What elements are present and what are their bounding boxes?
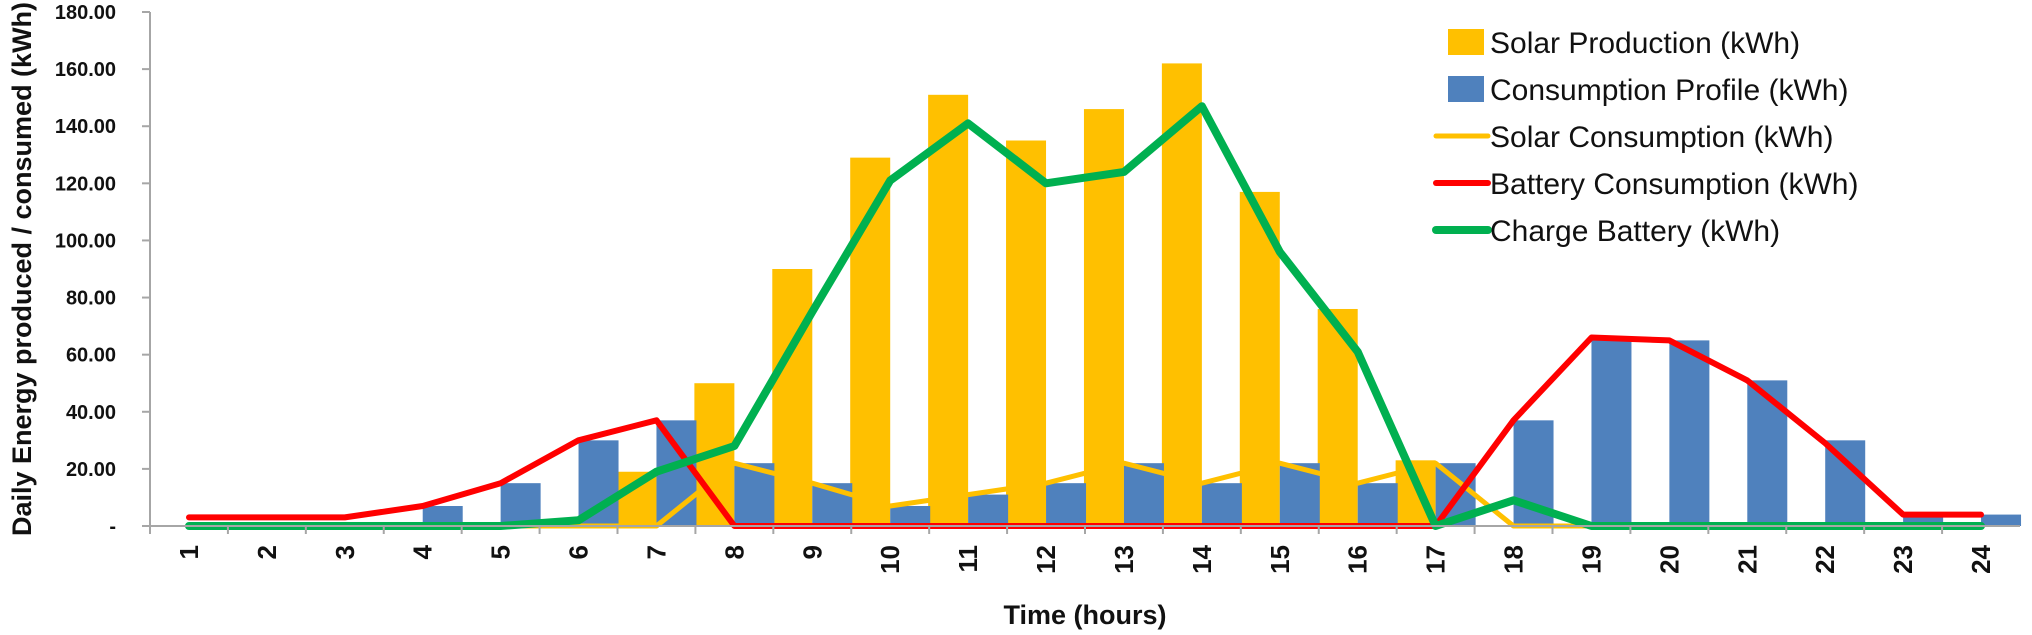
y-tick-label: 100.00 (55, 230, 116, 252)
bar-consumption-profile-24 (1981, 514, 2022, 526)
x-tick-label-10: 10 (875, 545, 905, 574)
bar-solar-production-11 (928, 94, 969, 527)
y-tick-label: 80.00 (66, 288, 116, 310)
y-tick-label: - (109, 516, 116, 538)
bar-consumption-profile-10 (890, 506, 931, 526)
legend-label: Battery Consumption (kWh) (1490, 168, 1858, 201)
x-tick-label-15: 15 (1265, 545, 1295, 574)
bar-consumption-profile-12 (1046, 483, 1087, 526)
bar-consumption-profile-19 (1591, 337, 1632, 526)
y-tick-label: 40.00 (66, 402, 116, 424)
x-tick-label-14: 14 (1187, 544, 1217, 573)
x-tick-label-11: 11 (953, 545, 983, 573)
x-tick-label-9: 9 (797, 545, 827, 559)
y-tick-label: 120.00 (55, 173, 116, 195)
x-tick-label-6: 6 (564, 545, 594, 559)
x-tick-label-7: 7 (641, 545, 671, 559)
y-tick-label: 140.00 (55, 116, 116, 138)
x-tick-label-4: 4 (408, 544, 438, 559)
legend-label: Solar Production (kWh) (1490, 27, 1800, 60)
x-tick-label-2: 2 (252, 545, 282, 559)
legend-label: Solar Consumption (kWh) (1490, 121, 1833, 154)
legend: Solar Production (kWh) Consumption Profil… (1432, 27, 1858, 248)
bar-solar-production-9 (772, 269, 813, 526)
bars-layer (188, 63, 2022, 527)
x-tick-label-21: 21 (1732, 545, 1762, 574)
y-tick-label: 180.00 (55, 2, 116, 24)
x-tick-label-5: 5 (486, 545, 516, 559)
x-tick-label-24: 24 (1966, 544, 1996, 573)
x-tick-label-17: 17 (1421, 545, 1451, 574)
x-tick-label-13: 13 (1109, 545, 1139, 574)
legend-swatch (1448, 76, 1484, 102)
bar-consumption-profile-21 (1747, 380, 1788, 526)
axes-layer: - 20.00 40.00 60.00 80.00 100.00 120.00 140.00 1… (55, 2, 2020, 574)
legend-charge-battery: Charge Battery (kWh) (1432, 215, 1780, 248)
x-tick-label-3: 3 (330, 545, 360, 559)
x-tick-label-19: 19 (1576, 545, 1606, 574)
bar-solar-production-12 (1006, 140, 1047, 526)
x-axis-label: Time (hours) (1003, 600, 1166, 630)
x-tick-label-8: 8 (719, 545, 749, 559)
x-tick-label-1: 1 (174, 545, 204, 559)
x-tick-label-18: 18 (1499, 545, 1529, 574)
bar-consumption-profile-4 (422, 506, 463, 526)
y-tick-label: 160.00 (55, 59, 116, 81)
bar-consumption-profile-16 (1357, 483, 1398, 526)
legend-label: Consumption Profile (kWh) (1490, 74, 1848, 107)
legend-solar-production: Solar Production (kWh) (1448, 27, 1800, 60)
x-tick-label-12: 12 (1031, 545, 1061, 574)
x-tick-label-22: 22 (1810, 545, 1840, 574)
bar-consumption-profile-14 (1201, 483, 1242, 526)
bar-consumption-profile-20 (1669, 340, 1710, 526)
y-tick-label: 60.00 (66, 345, 116, 367)
bar-solar-production-14 (1161, 63, 1202, 527)
legend-solar-consumption: Solar Consumption (kWh) (1433, 121, 1833, 154)
bar-consumption-profile-23 (1903, 514, 1944, 526)
y-tick-label: 20.00 (66, 459, 116, 481)
bar-consumption-profile-11 (968, 494, 1009, 526)
y-axis-label: Daily Energy produced / consumed (kWh) (7, 2, 37, 536)
bar-consumption-profile-22 (1825, 440, 1866, 526)
x-tick-label-16: 16 (1343, 545, 1373, 574)
legend-swatch (1448, 29, 1484, 55)
legend-battery-consumption: Battery Consumption (kWh) (1433, 168, 1858, 201)
x-tick-label-23: 23 (1888, 545, 1918, 574)
legend-label: Charge Battery (kWh) (1490, 215, 1780, 248)
x-tick-label-20: 20 (1654, 545, 1684, 574)
bar-consumption-profile-5 (500, 483, 541, 526)
legend-consumption-profile: Consumption Profile (kWh) (1448, 74, 1848, 107)
